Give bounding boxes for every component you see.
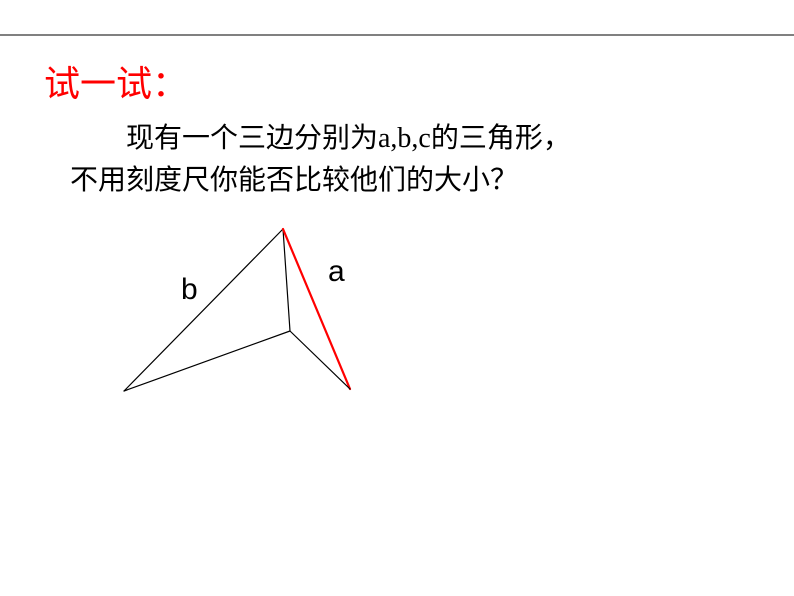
body-line-2: 不用刻度尺你能否比较他们的大小？ bbox=[70, 160, 730, 202]
slide-title: 试一试： bbox=[44, 55, 188, 107]
body-line-1: 现有一个三边分别为a,b,c的三角形， bbox=[70, 118, 730, 160]
body-text-block: 现有一个三边分别为a,b,c的三角形， 不用刻度尺你能否比较他们的大小？ bbox=[70, 118, 730, 202]
edge-label-b: b bbox=[181, 273, 198, 307]
edge-label-a: a bbox=[328, 255, 345, 289]
slide-content: 试一试： 现有一个三边分别为a,b,c的三角形， 不用刻度尺你能否比较他们的大小… bbox=[0, 0, 794, 596]
triangle-diagram bbox=[110, 225, 410, 425]
